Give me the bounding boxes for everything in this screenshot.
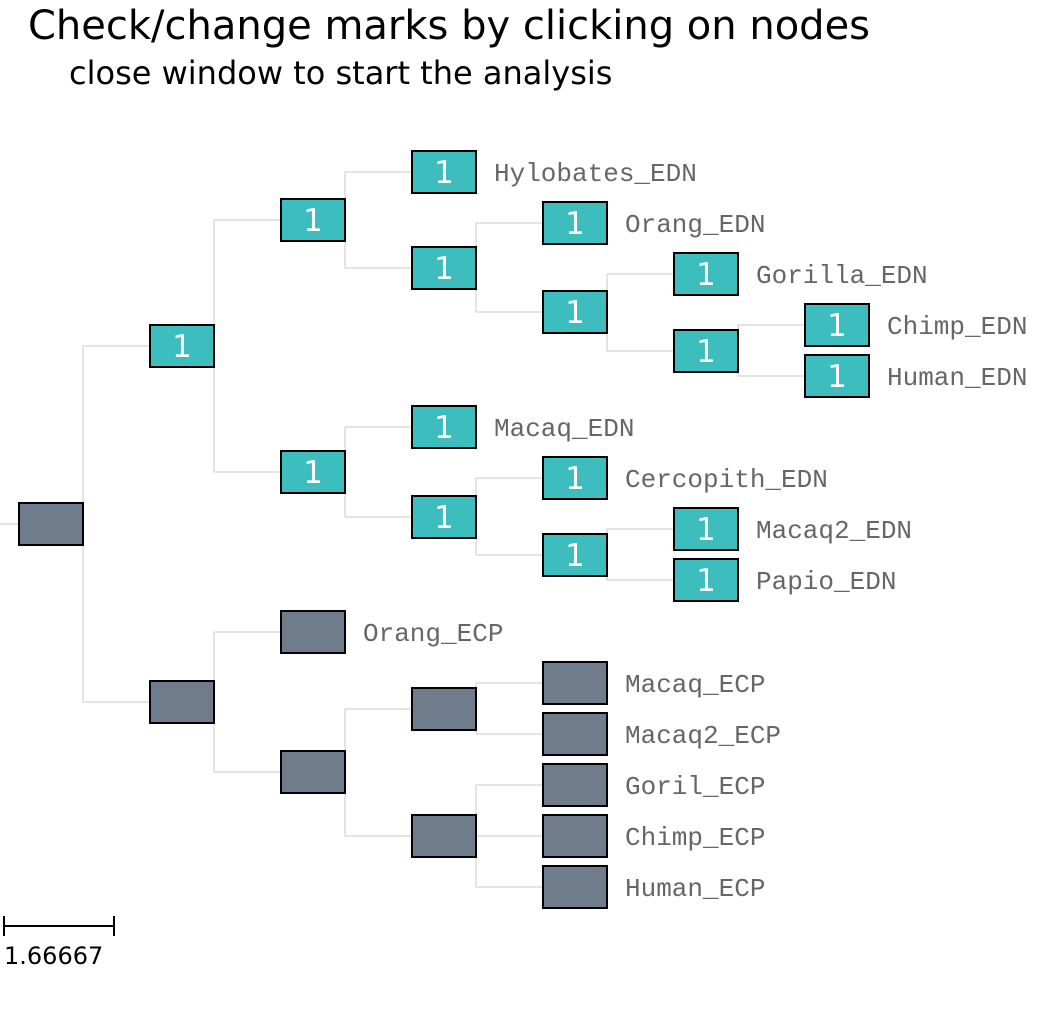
hylobates-edn-mark: 1 — [434, 155, 454, 191]
edn-apes-node[interactable]: 1 — [280, 198, 346, 242]
chimp-edn-node[interactable]: 1 — [804, 303, 870, 347]
tree-nodes: 1 1 1 1 1 1 1 1 1 1 1 1 1 1 1 1 1 — [18, 150, 870, 909]
ecp-african-apes-node[interactable] — [411, 814, 477, 858]
goril-ecp-node-box[interactable] — [542, 763, 608, 807]
human-edn-node[interactable]: 1 — [804, 354, 870, 398]
ecp-african-apes-node-box[interactable] — [411, 814, 477, 858]
macaq2-ecp-node[interactable] — [542, 712, 608, 756]
edn-old-world-node-box[interactable] — [411, 495, 477, 539]
macaq-ecp-label: Macaq_ECP — [625, 670, 765, 700]
macaq-edn-node[interactable]: 1 — [411, 405, 477, 449]
chimp-ecp-label: Chimp_ECP — [625, 823, 765, 853]
orang-edn-mark: 1 — [565, 206, 585, 242]
edn-great-apes-node[interactable]: 1 — [411, 246, 477, 290]
macaq2-ecp-node-box[interactable] — [542, 712, 608, 756]
tree-leaf-labels: Hylobates_EDN Orang_EDN Gorilla_EDN Chimp_E… — [363, 159, 1027, 904]
ecp-inner-node[interactable] — [280, 750, 346, 794]
orang-edn-label: Orang_EDN — [625, 210, 765, 240]
edn-great-apes-mark: 1 — [434, 251, 454, 287]
edn-monkeys-mark: 1 — [303, 455, 323, 491]
macaq2-edn-node-box[interactable] — [673, 507, 739, 551]
edn-african-apes-mark: 1 — [565, 295, 585, 331]
edn-african-apes-node-box[interactable] — [542, 290, 608, 334]
papio-edn-mark: 1 — [696, 563, 716, 599]
gorilla-edn-mark: 1 — [696, 257, 716, 293]
goril-ecp-label: Goril_ECP — [625, 772, 765, 802]
chimp-ecp-node[interactable] — [542, 814, 608, 858]
edn-clade-node[interactable]: 1 — [149, 324, 215, 368]
edn-great-apes-node-box[interactable] — [411, 246, 477, 290]
edn-african-apes-node[interactable]: 1 — [542, 290, 608, 334]
macaq-ecp-node-box[interactable] — [542, 661, 608, 705]
cercopith-edn-label: Cercopith_EDN — [625, 465, 828, 495]
chimp-edn-label: Chimp_EDN — [887, 312, 1027, 342]
human-ecp-node[interactable] — [542, 865, 608, 909]
orang-ecp-label: Orang_ECP — [363, 619, 503, 649]
chimp-edn-mark: 1 — [827, 308, 847, 344]
human-edn-label: Human_EDN — [887, 363, 1027, 393]
edn-chimp-human-node[interactable]: 1 — [673, 329, 739, 373]
human-edn-node-box[interactable] — [804, 354, 870, 398]
edn-old-world-mark: 1 — [434, 500, 454, 536]
edn-clade-node-box[interactable] — [149, 324, 215, 368]
macaq-edn-label: Macaq_EDN — [494, 414, 634, 444]
chimp-ecp-node-box[interactable] — [542, 814, 608, 858]
orang-edn-node[interactable]: 1 — [542, 201, 608, 245]
hylobates-edn-node-box[interactable] — [411, 150, 477, 194]
macaq-edn-mark: 1 — [434, 410, 454, 446]
edn-apes-mark: 1 — [303, 203, 323, 239]
scale-bar: 1.66667 — [3, 916, 115, 970]
page-subtitle: close window to start the analysis — [69, 54, 613, 92]
human-edn-mark: 1 — [827, 359, 847, 395]
edn-macaq2-papio-node[interactable]: 1 — [542, 533, 608, 577]
ecp-clade-node[interactable] — [149, 680, 215, 724]
page-title: Check/change marks by clicking on nodes — [28, 3, 871, 49]
cercopith-edn-mark: 1 — [565, 461, 585, 497]
edn-macaq2-papio-node-box[interactable] — [542, 533, 608, 577]
cercopith-edn-node[interactable]: 1 — [542, 456, 608, 500]
ecp-macaques-node[interactable] — [411, 687, 477, 731]
ecp-clade-node-box[interactable] — [149, 680, 215, 724]
papio-edn-node[interactable]: 1 — [673, 558, 739, 602]
edn-macaq2-papio-mark: 1 — [565, 538, 585, 574]
orang-ecp-node-box[interactable] — [280, 610, 346, 654]
gorilla-edn-label: Gorilla_EDN — [756, 261, 928, 291]
edn-chimp-human-node-box[interactable] — [673, 329, 739, 373]
papio-edn-node-box[interactable] — [673, 558, 739, 602]
human-ecp-label: Human_ECP — [625, 874, 765, 904]
edn-monkeys-node-box[interactable] — [280, 450, 346, 494]
ecp-inner-node-box[interactable] — [280, 750, 346, 794]
macaq2-ecp-label: Macaq2_ECP — [625, 721, 781, 751]
macaq2-edn-node[interactable]: 1 — [673, 507, 739, 551]
ecp-macaques-node-box[interactable] — [411, 687, 477, 731]
hylobates-edn-node[interactable]: 1 — [411, 150, 477, 194]
macaq-edn-node-box[interactable] — [411, 405, 477, 449]
macaq-ecp-node[interactable] — [542, 661, 608, 705]
edn-old-world-node[interactable]: 1 — [411, 495, 477, 539]
hylobates-edn-label: Hylobates_EDN — [494, 159, 697, 189]
papio-edn-label: Papio_EDN — [756, 567, 896, 597]
edn-monkeys-node[interactable]: 1 — [280, 450, 346, 494]
edn-chimp-human-mark: 1 — [696, 334, 716, 370]
macaq2-edn-label: Macaq2_EDN — [756, 516, 912, 546]
chimp-edn-node-box[interactable] — [804, 303, 870, 347]
scale-bar-label: 1.66667 — [4, 942, 103, 970]
edn-clade-mark: 1 — [172, 329, 192, 365]
gorilla-edn-node[interactable]: 1 — [673, 252, 739, 296]
root-node[interactable] — [18, 502, 84, 546]
root-node-box[interactable] — [18, 502, 84, 546]
macaq2-edn-mark: 1 — [696, 512, 716, 548]
gorilla-edn-node-box[interactable] — [673, 252, 739, 296]
human-ecp-node-box[interactable] — [542, 865, 608, 909]
goril-ecp-node[interactable] — [542, 763, 608, 807]
orang-edn-node-box[interactable] — [542, 201, 608, 245]
orang-ecp-node[interactable] — [280, 610, 346, 654]
edn-apes-node-box[interactable] — [280, 198, 346, 242]
cercopith-edn-node-box[interactable] — [542, 456, 608, 500]
